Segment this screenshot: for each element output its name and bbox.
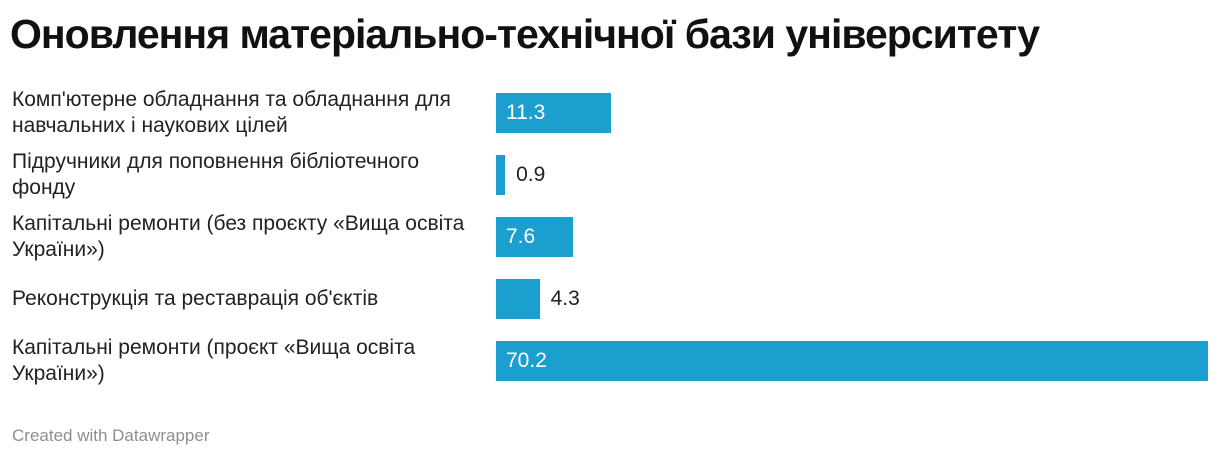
- value-label: 11.3: [506, 101, 546, 124]
- footer-credit[interactable]: Created with Datawrapper: [12, 426, 210, 445]
- value-label: 4.3: [550, 287, 580, 310]
- category-label: Капітальні ремонти (проєкт «Вища освіта …: [12, 336, 416, 385]
- chart-title: Оновлення матеріально-технічної бази уні…: [10, 11, 1040, 57]
- bar-row: Підручники для поповнення бібліотечного …: [0, 142, 1220, 208]
- bar-row: Капітальні ремонти (проєкт «Вища освіта …: [0, 328, 1220, 394]
- bar: [496, 217, 574, 257]
- value-label: 70.2: [506, 349, 547, 372]
- category-label: Реконструкція та реставрація об'єктів: [12, 287, 379, 310]
- bar-row: Реконструкція та реставрація об'єктів 4.3: [0, 266, 1220, 332]
- value-label: 0.9: [516, 163, 546, 186]
- category-label: Капітальні ремонти (без проєкту «Вища ос…: [12, 212, 465, 261]
- category-label: Підручники для поповнення бібліотечного …: [12, 150, 419, 199]
- category-label: Комп'ютерне обладнання та обладнання для…: [12, 88, 451, 137]
- bar-chart: Комп'ютерне обладнання та обладнання для…: [0, 80, 1220, 390]
- bar: [496, 93, 611, 133]
- bar-row: Капітальні ремонти (без проєкту «Вища ос…: [0, 204, 1220, 270]
- value-label: 7.6: [506, 225, 536, 248]
- bar: [496, 341, 1208, 381]
- bar: [496, 279, 540, 319]
- bar: [496, 155, 506, 195]
- bar-row: Комп'ютерне обладнання та обладнання для…: [0, 80, 1220, 146]
